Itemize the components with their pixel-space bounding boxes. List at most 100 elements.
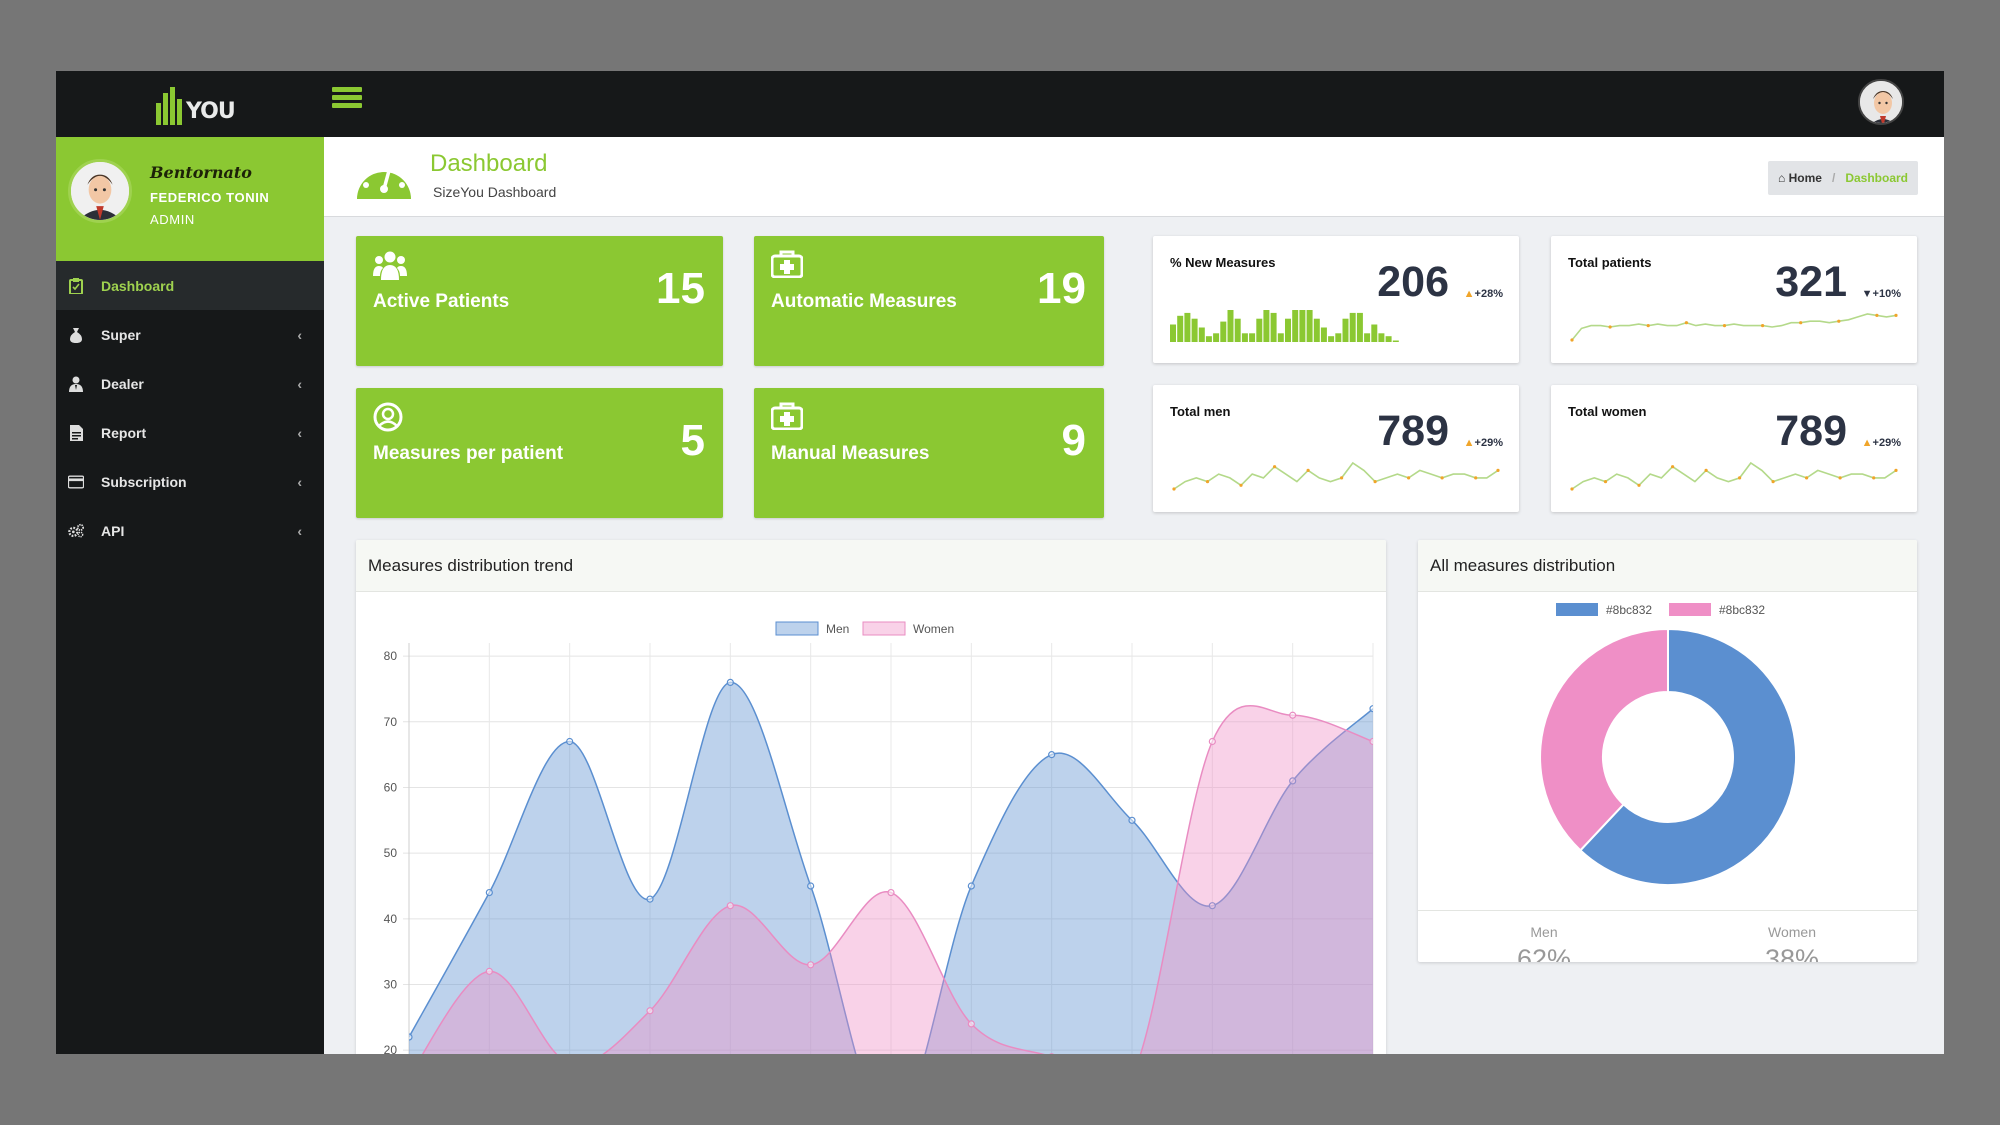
- spark-bar: [1220, 321, 1227, 342]
- panel-header: All measures distribution: [1418, 540, 1917, 592]
- women-stat: Women: [1692, 924, 1892, 940]
- data-point[interactable]: [726, 902, 734, 910]
- metric-delta: ▲+28%: [1464, 288, 1503, 300]
- user-avatar-menu[interactable]: [1858, 79, 1904, 125]
- home-icon: ⌂: [1778, 171, 1789, 185]
- legend-swatch: [1669, 603, 1711, 616]
- spark-bar: [1241, 333, 1248, 342]
- legend-label: Women: [913, 622, 954, 636]
- data-point[interactable]: [406, 1033, 413, 1041]
- user-circle-icon: [373, 402, 407, 432]
- sidebar-item-dashboard[interactable]: Dashboard: [56, 261, 324, 310]
- data-point[interactable]: [1048, 751, 1056, 759]
- breadcrumb-home[interactable]: ⌂ Home: [1778, 171, 1822, 185]
- data-point[interactable]: [887, 888, 895, 897]
- spark-bar: [1335, 333, 1342, 342]
- data-point[interactable]: [807, 882, 815, 890]
- triangle-up-icon: ▲: [1861, 437, 1873, 449]
- donut-slice[interactable]: [1539, 627, 1669, 852]
- legend-label: #8bc832: [1719, 603, 1765, 617]
- credit-card-icon: [68, 474, 84, 490]
- men-stat-value: 62%: [1444, 940, 1644, 962]
- sidebar-item-report[interactable]: Report ‹: [56, 408, 324, 457]
- hamburger-icon: [332, 87, 362, 92]
- tile-measures-per-patient[interactable]: Measures per patient 5: [356, 388, 723, 518]
- spark-point: [1799, 321, 1803, 325]
- sidebar-item-super[interactable]: Super ‹: [56, 310, 324, 359]
- metric-delta: ▲+29%: [1464, 437, 1503, 449]
- cogs-icon: [68, 523, 84, 539]
- metric-total-patients: Total patients 321 ▼+10%: [1551, 236, 1917, 363]
- panel-title: Measures distribution trend: [368, 556, 574, 575]
- stat-value: 38%: [1764, 944, 1820, 962]
- tile-automatic-measures[interactable]: Automatic Measures 19: [754, 236, 1104, 366]
- tile-active-patients[interactable]: Active Patients 15: [356, 236, 723, 366]
- sidebar: Bentornato FEDERICO TONIN ADMIN Dashboar…: [56, 137, 324, 1054]
- spark-point: [1894, 313, 1898, 317]
- spark-point: [1704, 468, 1708, 472]
- sidebar-item-dealer[interactable]: Dealer ‹: [56, 359, 324, 408]
- spark-bar: [1392, 340, 1399, 342]
- tile-value: 19: [1037, 264, 1086, 313]
- data-point[interactable]: [485, 888, 493, 897]
- spark-bar: [1191, 318, 1198, 342]
- page-subtitle: SizeYou Dashboard: [433, 184, 557, 200]
- data-point[interactable]: [807, 961, 815, 969]
- data-point[interactable]: [967, 882, 975, 890]
- metric-value: 789: [1775, 407, 1847, 455]
- data-point[interactable]: [1128, 816, 1136, 824]
- spark-point: [1496, 468, 1500, 472]
- y-tick-label: 80: [384, 649, 398, 663]
- data-point[interactable]: [1289, 711, 1297, 719]
- spark-point: [1474, 476, 1478, 480]
- breadcrumb-current: Dashboard: [1845, 171, 1908, 185]
- data-point[interactable]: [646, 1007, 654, 1015]
- data-point[interactable]: [566, 737, 574, 746]
- legend-label: #8bc832: [1606, 603, 1652, 617]
- avatar: [68, 159, 132, 223]
- tile-label: Active Patients: [373, 291, 510, 312]
- tile-value: 9: [1061, 416, 1086, 465]
- menu-toggle-button[interactable]: [332, 87, 362, 113]
- data-point[interactable]: [1208, 737, 1216, 746]
- metric-delta: ▲+29%: [1862, 437, 1901, 449]
- data-point[interactable]: [726, 678, 734, 687]
- women-stat-value: 38%: [1692, 940, 1892, 962]
- legend-swatch: [1556, 603, 1598, 616]
- data-point[interactable]: [967, 1020, 975, 1028]
- metric-delta-value: +29%: [1872, 437, 1901, 449]
- legend-swatch: [775, 621, 819, 636]
- sidebar-nav: Dashboard Super ‹ Dealer ‹ Repo: [56, 261, 324, 555]
- spark-bar: [1292, 310, 1299, 342]
- user-tie-icon: [68, 376, 84, 392]
- donut-slice[interactable]: [1578, 627, 1797, 886]
- data-point[interactable]: [1208, 902, 1216, 910]
- spark-point: [1603, 480, 1608, 484]
- data-point[interactable]: [646, 895, 654, 903]
- sidebar-item-subscription[interactable]: Subscription ‹: [56, 457, 324, 506]
- sidebar-item-label: Subscription: [101, 473, 187, 490]
- spark-point: [1771, 480, 1775, 484]
- data-point[interactable]: [1369, 737, 1376, 746]
- metric-new-measures: % New Measures 206 ▲+28%: [1153, 236, 1519, 363]
- spark-point: [1239, 483, 1243, 487]
- triangle-up-icon: ▲: [1463, 288, 1475, 300]
- spark-point: [1837, 319, 1841, 323]
- stat-value: 62%: [1516, 944, 1572, 962]
- tile-manual-measures[interactable]: Manual Measures 9: [754, 388, 1104, 518]
- metric-delta-value: +10%: [1872, 288, 1901, 300]
- chevron-left-icon: ‹: [297, 375, 302, 392]
- spark-bar: [1342, 318, 1349, 342]
- spark-point: [1722, 324, 1727, 328]
- sidebar-item-api[interactable]: API ‹: [56, 506, 324, 555]
- app-logo[interactable]: YOU: [156, 81, 246, 125]
- spark-bar: [1306, 310, 1313, 342]
- legend-swatch: [862, 621, 906, 636]
- spark-point: [1273, 465, 1277, 469]
- data-point[interactable]: [1369, 705, 1376, 713]
- spark-point: [1570, 338, 1574, 342]
- dashboard-gauge-icon: [354, 153, 414, 201]
- data-point[interactable]: [485, 967, 493, 975]
- panel-title: All measures distribution: [1430, 556, 1616, 575]
- data-point[interactable]: [1289, 777, 1297, 785]
